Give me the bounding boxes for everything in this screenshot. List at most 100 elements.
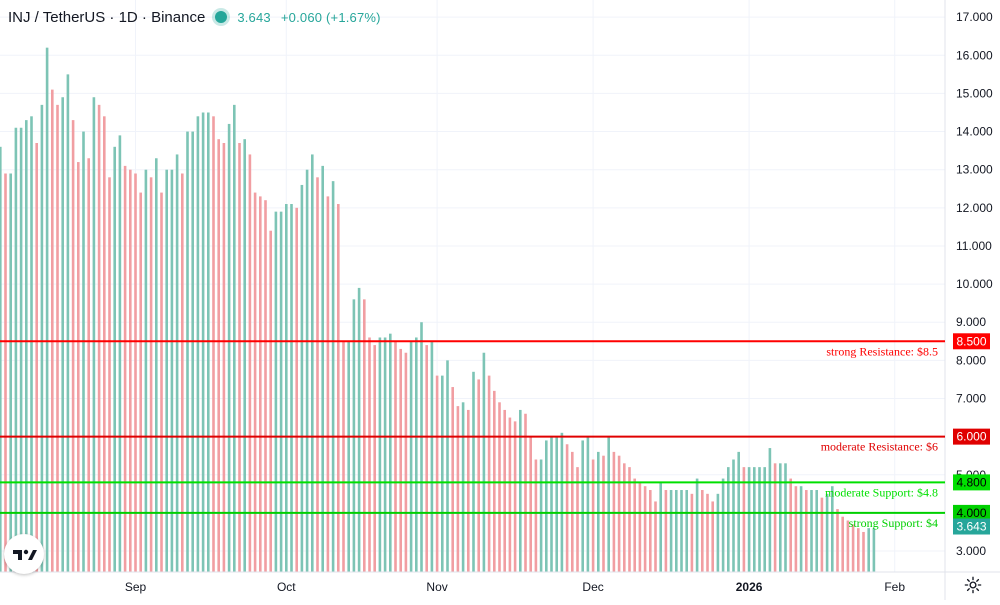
price-bar[interactable]	[815, 490, 818, 572]
price-bar[interactable]	[269, 230, 272, 572]
price-bar[interactable]	[35, 143, 38, 572]
price-bar[interactable]	[779, 463, 782, 572]
price-bar[interactable]	[763, 467, 766, 572]
price-bar[interactable]	[45, 47, 49, 572]
price-bar[interactable]	[711, 501, 714, 572]
price-bar[interactable]	[92, 97, 96, 573]
tradingview-logo-icon[interactable]	[4, 534, 44, 574]
price-bar[interactable]	[591, 459, 595, 572]
price-bar[interactable]	[623, 463, 626, 572]
price-bar[interactable]	[581, 440, 584, 572]
price-bar[interactable]	[638, 482, 642, 572]
price-bar[interactable]	[851, 524, 855, 572]
symbol-title[interactable]: INJ / TetherUS · 1D · Binance	[8, 8, 206, 26]
price-bar[interactable]	[9, 173, 12, 573]
price-bar[interactable]	[706, 493, 709, 572]
price-bar[interactable]	[628, 467, 631, 572]
price-bar[interactable]	[129, 169, 132, 572]
price-bar[interactable]	[4, 173, 7, 573]
price-bar[interactable]	[347, 341, 350, 572]
price-bar[interactable]	[243, 139, 246, 573]
price-bar[interactable]	[508, 417, 512, 572]
price-bar[interactable]	[524, 413, 527, 572]
price-bar[interactable]	[87, 158, 90, 572]
price-bar[interactable]	[175, 154, 179, 572]
price-bar[interactable]	[311, 154, 314, 572]
price-bar[interactable]	[560, 432, 564, 572]
price-bar[interactable]	[539, 459, 543, 572]
price-bar[interactable]	[430, 341, 434, 572]
price-bar[interactable]	[446, 360, 449, 572]
price-bar[interactable]	[513, 421, 517, 572]
price-bar[interactable]	[555, 436, 558, 572]
price-bar[interactable]	[103, 116, 106, 572]
price-bar[interactable]	[420, 322, 423, 572]
price-bar[interactable]	[305, 169, 309, 572]
price-bar[interactable]	[149, 177, 153, 572]
price-bar[interactable]	[30, 116, 33, 572]
price-bar[interactable]	[654, 501, 657, 572]
price-bar[interactable]	[482, 352, 486, 572]
price-bar[interactable]	[747, 467, 751, 572]
price-bar[interactable]	[222, 143, 226, 572]
price-bar[interactable]	[368, 337, 371, 572]
price-bar[interactable]	[77, 162, 80, 573]
price-bar[interactable]	[758, 467, 761, 572]
price-bar[interactable]	[846, 520, 850, 572]
price-bar[interactable]	[753, 467, 756, 572]
price-bar[interactable]	[51, 89, 54, 572]
price-bar[interactable]	[633, 478, 636, 572]
price-bar[interactable]	[389, 333, 392, 572]
price-bar[interactable]	[461, 402, 465, 572]
price-bar[interactable]	[196, 116, 200, 572]
price-bar[interactable]	[701, 490, 704, 572]
price-bar[interactable]	[248, 154, 252, 572]
price-bar[interactable]	[773, 463, 777, 572]
price-bar[interactable]	[326, 196, 330, 573]
price-bar[interactable]	[784, 463, 787, 572]
price-bar[interactable]	[25, 120, 28, 573]
price-bar[interactable]	[383, 337, 387, 572]
price-bar[interactable]	[685, 490, 688, 572]
price-bar[interactable]	[805, 490, 808, 572]
price-bar[interactable]	[799, 486, 803, 572]
price-bar[interactable]	[217, 139, 220, 573]
price-bar[interactable]	[181, 173, 184, 573]
price-bar[interactable]	[820, 497, 824, 572]
price-bar[interactable]	[123, 165, 127, 572]
price-bar[interactable]	[456, 406, 460, 572]
price-bar[interactable]	[586, 436, 590, 572]
settings-gear-icon[interactable]	[964, 576, 982, 594]
price-bar[interactable]	[373, 345, 376, 572]
price-bar[interactable]	[487, 375, 491, 572]
price-bar[interactable]	[565, 444, 569, 572]
price-bar[interactable]	[227, 123, 231, 572]
price-bar[interactable]	[534, 459, 538, 572]
price-bar[interactable]	[404, 352, 408, 572]
price-bar[interactable]	[690, 493, 694, 572]
price-bar[interactable]	[113, 146, 116, 572]
price-bar[interactable]	[825, 493, 829, 572]
price-bar[interactable]	[253, 192, 257, 572]
price-bar[interactable]	[467, 409, 470, 572]
price-bar[interactable]	[716, 493, 720, 572]
price-bar[interactable]	[40, 104, 44, 572]
price-bar[interactable]	[274, 211, 278, 572]
price-bar[interactable]	[82, 131, 85, 572]
price-bar[interactable]	[394, 341, 397, 572]
price-bar[interactable]	[170, 169, 174, 572]
price-bar[interactable]	[233, 104, 236, 572]
price-bar[interactable]	[675, 490, 678, 572]
price-bar[interactable]	[191, 131, 194, 572]
price-bar[interactable]	[857, 528, 860, 572]
price-bar[interactable]	[576, 467, 579, 572]
price-bar[interactable]	[19, 127, 23, 572]
price-bar[interactable]	[155, 158, 158, 572]
price-bar[interactable]	[378, 337, 382, 572]
price-bar[interactable]	[529, 436, 532, 572]
price-bar[interactable]	[165, 169, 168, 572]
price-bar[interactable]	[342, 341, 345, 572]
price-bar[interactable]	[139, 192, 142, 572]
price-bar[interactable]	[659, 482, 662, 572]
